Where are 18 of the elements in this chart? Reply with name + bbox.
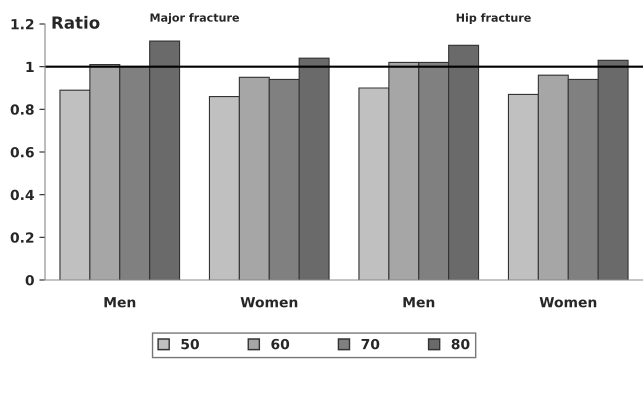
legend-label: 60 <box>271 338 290 350</box>
x-tick-label: Women <box>540 297 596 308</box>
legend-label: 70 <box>362 338 380 350</box>
y-tick-label: 0.8 <box>10 104 34 115</box>
y-tick-label: 0.6 <box>10 146 34 158</box>
legend-label: 50 <box>181 338 199 350</box>
y-axis-title: Ratio <box>52 16 100 29</box>
annotation: Hip fracture <box>456 13 531 24</box>
x-tick-label: Women <box>240 297 298 308</box>
y-tick-label: 1.2 <box>12 18 34 30</box>
x-tick-label: Men <box>403 297 434 308</box>
y-tick-label: 0.2 <box>10 232 34 243</box>
y-tick-label: 0.4 <box>10 190 34 200</box>
x-tick-label: Men <box>104 297 136 308</box>
annotation: Major fracture <box>150 13 239 24</box>
y-tick-label: 1 <box>26 62 34 72</box>
y-tick-label: 0 <box>26 274 34 286</box>
legend-label: 80 <box>452 338 470 350</box>
